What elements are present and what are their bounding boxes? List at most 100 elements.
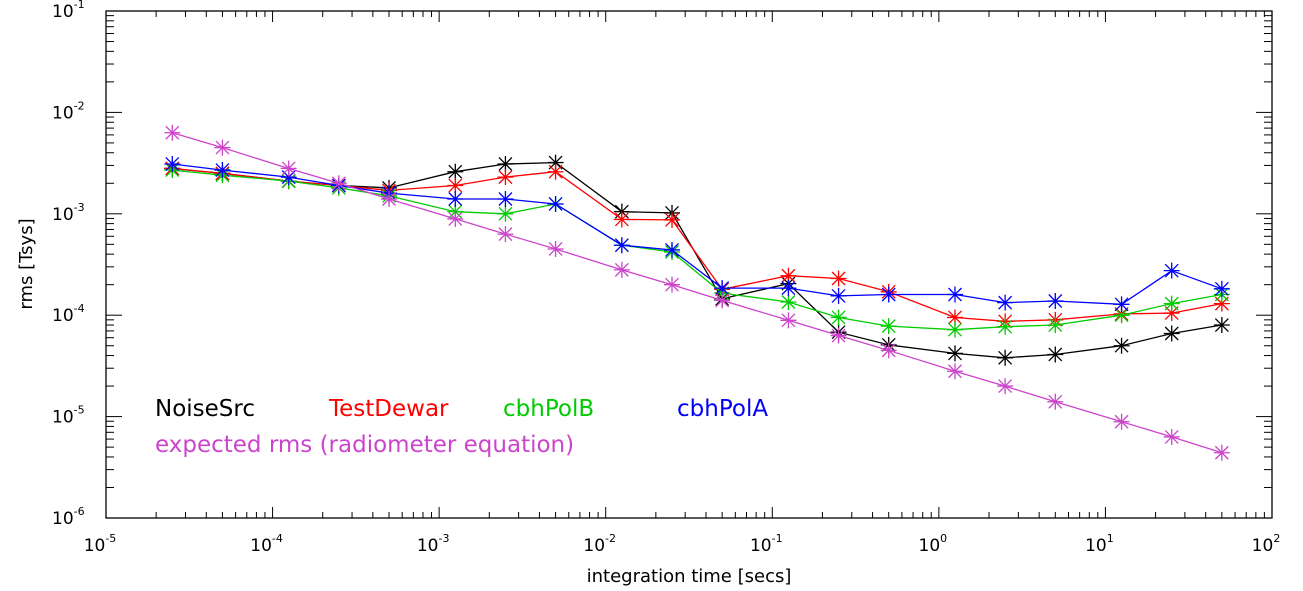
- data-point-marker: [214, 139, 231, 156]
- data-point-marker: [447, 190, 464, 207]
- data-point-marker: [780, 293, 797, 310]
- data-point-marker: [214, 162, 231, 179]
- y-tick-labels: 10-6 10-5 10-4 10-3 10-2 10-1: [52, 0, 85, 529]
- data-point-marker: [497, 155, 514, 172]
- legend-testdewar: TestDewar: [328, 396, 449, 422]
- data-point-marker: [497, 169, 514, 186]
- x-tick-exponent: -1: [772, 532, 783, 545]
- data-point-marker: [714, 292, 731, 309]
- data-point-marker: [1163, 262, 1180, 279]
- data-point-marker: [613, 211, 630, 228]
- data-point-marker: [547, 154, 564, 171]
- data-point-marker: [447, 177, 464, 194]
- x-tick-exponent: 0: [940, 532, 947, 545]
- y-tick-label: 10-5: [52, 404, 85, 428]
- x-tick-label: 100: [919, 532, 948, 556]
- data-point-marker: [1113, 337, 1130, 354]
- data-point-marker: [947, 286, 963, 303]
- data-point-marker: [1163, 428, 1180, 445]
- data-point-marker: [997, 294, 1014, 311]
- y-tick-exponent: -5: [74, 404, 85, 417]
- data-point-marker: [1047, 346, 1064, 363]
- x-tick-label: 10-2: [583, 532, 616, 556]
- data-point-marker: [1113, 296, 1130, 313]
- y-tick-label: 10-2: [52, 99, 85, 123]
- series-2: [164, 162, 1230, 338]
- x-tick-exponent: 1: [1107, 532, 1114, 545]
- data-point-marker: [1113, 413, 1130, 430]
- data-point-marker: [1213, 444, 1230, 461]
- series-line: [172, 167, 1223, 322]
- y-tick-label: 10-1: [52, 0, 85, 22]
- data-point-marker: [497, 205, 514, 222]
- data-point-marker: [830, 287, 847, 304]
- y-tick-exponent: -4: [74, 302, 85, 315]
- data-point-marker: [1047, 293, 1064, 310]
- x-tick-exponent: -3: [438, 532, 449, 545]
- data-point-marker: [280, 160, 297, 177]
- data-point-marker: [1213, 317, 1230, 334]
- data-point-marker: [947, 345, 963, 362]
- x-tick-exponent: -2: [605, 532, 616, 545]
- data-point-marker: [547, 195, 564, 212]
- data-point-marker: [164, 124, 181, 141]
- data-point-marker: [547, 240, 564, 257]
- x-tick-label: 10-3: [417, 532, 450, 556]
- data-point-marker: [1163, 305, 1180, 322]
- data-point-marker: [1213, 280, 1230, 297]
- data-point-marker: [1163, 295, 1180, 312]
- axis-ticks: [105, 10, 1273, 519]
- data-point-marker: [1113, 307, 1130, 324]
- data-point-marker: [613, 261, 630, 278]
- y-tick-exponent: -1: [74, 0, 85, 11]
- data-point-marker: [381, 190, 397, 207]
- data-point-marker: [1163, 325, 1180, 342]
- x-tick-exponent: 2: [1273, 532, 1280, 545]
- legend-expected-rms: expected rms (radiometer equation): [155, 432, 574, 458]
- x-tick-label: 102: [1252, 532, 1281, 556]
- series-4: [164, 124, 1230, 461]
- x-tick-label: 10-5: [84, 532, 117, 556]
- data-point-marker: [947, 321, 963, 338]
- legend: NoiseSrc TestDewar cbhPolB cbhPolA expec…: [155, 396, 768, 458]
- y-tick-label: 10-3: [52, 201, 85, 225]
- data-point-marker: [947, 309, 963, 326]
- data-point-marker: [1213, 295, 1230, 312]
- data-point-marker: [880, 318, 897, 335]
- data-point-marker: [880, 286, 897, 303]
- data-point-marker: [880, 342, 897, 359]
- data-point-marker: [664, 241, 680, 258]
- data-point-marker: [330, 175, 347, 192]
- y-axis-label: rms [Tsys]: [16, 218, 37, 309]
- data-point-marker: [1047, 317, 1064, 334]
- data-point-marker: [947, 363, 963, 380]
- data-point-marker: [497, 190, 514, 207]
- data-point-marker: [780, 312, 797, 329]
- data-point-marker: [997, 349, 1014, 366]
- data-point-marker: [280, 169, 297, 186]
- data-point-marker: [830, 327, 847, 344]
- data-point-marker: [164, 155, 181, 172]
- data-point-marker: [780, 280, 797, 297]
- y-tick-exponent: -3: [74, 201, 85, 214]
- x-axis-label: integration time [secs]: [587, 566, 792, 587]
- data-point-marker: [613, 237, 630, 254]
- legend-cbhpola: cbhPolA: [677, 396, 768, 422]
- series-layer: [164, 124, 1230, 461]
- legend-cbhpolb: cbhPolB: [503, 396, 594, 422]
- data-point-marker: [664, 211, 680, 228]
- data-point-marker: [664, 276, 680, 293]
- series-line: [172, 163, 1223, 305]
- data-point-marker: [447, 163, 464, 180]
- data-point-marker: [830, 309, 847, 326]
- y-tick-label: 10-6: [52, 505, 85, 529]
- series-line: [172, 169, 1223, 331]
- series-line: [172, 132, 1223, 454]
- plot-frame: [105, 10, 1273, 519]
- data-point-marker: [447, 210, 464, 227]
- data-point-marker: [1047, 393, 1064, 410]
- x-tick-exponent: -4: [272, 532, 283, 545]
- data-point-marker: [497, 226, 514, 243]
- data-point-marker: [780, 267, 797, 284]
